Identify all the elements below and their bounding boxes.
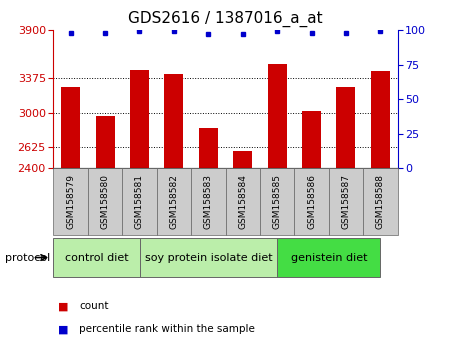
Bar [165, 74, 183, 354]
Bar [140, 238, 277, 278]
Bar [294, 168, 329, 235]
Bar [260, 168, 294, 235]
Text: percentile rank within the sample: percentile rank within the sample [79, 324, 255, 334]
Text: soy protein isolate diet: soy protein isolate diet [145, 252, 272, 263]
Title: GDS2616 / 1387016_a_at: GDS2616 / 1387016_a_at [128, 11, 323, 27]
Bar [96, 116, 114, 354]
Text: GSM158582: GSM158582 [169, 174, 179, 229]
Bar [268, 64, 286, 354]
Text: GSM158581: GSM158581 [135, 174, 144, 229]
Bar [302, 111, 321, 354]
Bar [363, 168, 398, 235]
Bar [199, 128, 218, 354]
Bar [371, 70, 390, 354]
Bar [191, 168, 226, 235]
Bar [226, 168, 260, 235]
Text: ■: ■ [58, 324, 69, 334]
Bar [157, 168, 191, 235]
Bar [61, 87, 80, 354]
Bar [337, 87, 355, 354]
Bar [88, 168, 122, 235]
Bar [53, 238, 140, 278]
Bar [53, 168, 88, 235]
Text: GSM158587: GSM158587 [341, 174, 351, 229]
Bar [277, 238, 380, 278]
Text: GSM158580: GSM158580 [100, 174, 110, 229]
Text: ■: ■ [58, 301, 69, 311]
Text: GSM158579: GSM158579 [66, 174, 75, 229]
Text: protocol: protocol [5, 252, 50, 263]
Text: GSM158583: GSM158583 [204, 174, 213, 229]
Text: GSM158588: GSM158588 [376, 174, 385, 229]
Text: count: count [79, 301, 108, 311]
Bar [122, 168, 157, 235]
Text: GSM158584: GSM158584 [238, 174, 247, 229]
Text: GSM158586: GSM158586 [307, 174, 316, 229]
Text: control diet: control diet [65, 252, 128, 263]
Text: GSM158585: GSM158585 [272, 174, 282, 229]
Bar [130, 70, 149, 354]
Bar [233, 151, 252, 354]
Bar [329, 168, 363, 235]
Text: genistein diet: genistein diet [291, 252, 367, 263]
